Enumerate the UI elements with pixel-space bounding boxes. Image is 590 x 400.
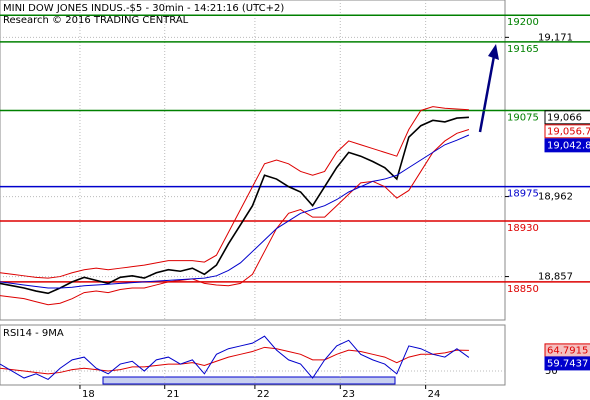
level-label: 18930 <box>507 223 539 234</box>
price-marker-label: 19,066 <box>547 112 582 123</box>
rsi-line <box>0 346 469 375</box>
level-label: 18975 <box>507 189 539 200</box>
price-line <box>0 106 469 279</box>
price-marker-box <box>544 110 590 125</box>
x-tick-label: 24 <box>428 389 441 400</box>
x-tick-label: 21 <box>167 389 180 400</box>
chart-title: MINI DOW JONES INDUS.-$5 - 30min - 14:21… <box>3 3 284 14</box>
y-tick-label: 18,962 <box>538 192 573 203</box>
level-label: 19165 <box>507 44 539 55</box>
x-tick-label: 22 <box>257 389 270 400</box>
rsi-marker-label: 59.7437 <box>547 358 588 369</box>
y-tick-label: 18,857 <box>538 272 573 283</box>
price-marker-label: 19,056.7 <box>547 126 590 137</box>
rsi-line <box>0 335 470 381</box>
rsi-tick-label: 50 <box>545 366 558 377</box>
price-marker-label: 19,042.8 <box>547 140 590 151</box>
x-tick-label: 23 <box>342 389 355 400</box>
y-tick-label: 19,171 <box>538 32 573 43</box>
price-marker-box <box>544 124 590 139</box>
rsi-panel <box>0 324 506 386</box>
rsi-title: RSI14 - 9MA <box>3 328 64 339</box>
chart-subtitle: Research © 2016 TRADING CENTRAL <box>3 15 189 26</box>
level-label: 18850 <box>507 284 539 295</box>
price-marker-box <box>544 138 590 153</box>
x-tick-label: 18 <box>82 389 95 400</box>
forecast-arrow <box>478 55 496 133</box>
price-line <box>0 129 470 306</box>
rsi-highlight <box>102 376 396 385</box>
price-line <box>0 134 470 289</box>
price-panel <box>0 0 506 321</box>
forecast-arrow-head <box>488 44 499 60</box>
rsi-marker-box <box>544 356 590 371</box>
level-label: 19200 <box>507 17 539 28</box>
price-line <box>0 116 469 295</box>
rsi-marker-label: 64.7915 <box>547 345 588 356</box>
level-label: 19075 <box>507 112 539 123</box>
